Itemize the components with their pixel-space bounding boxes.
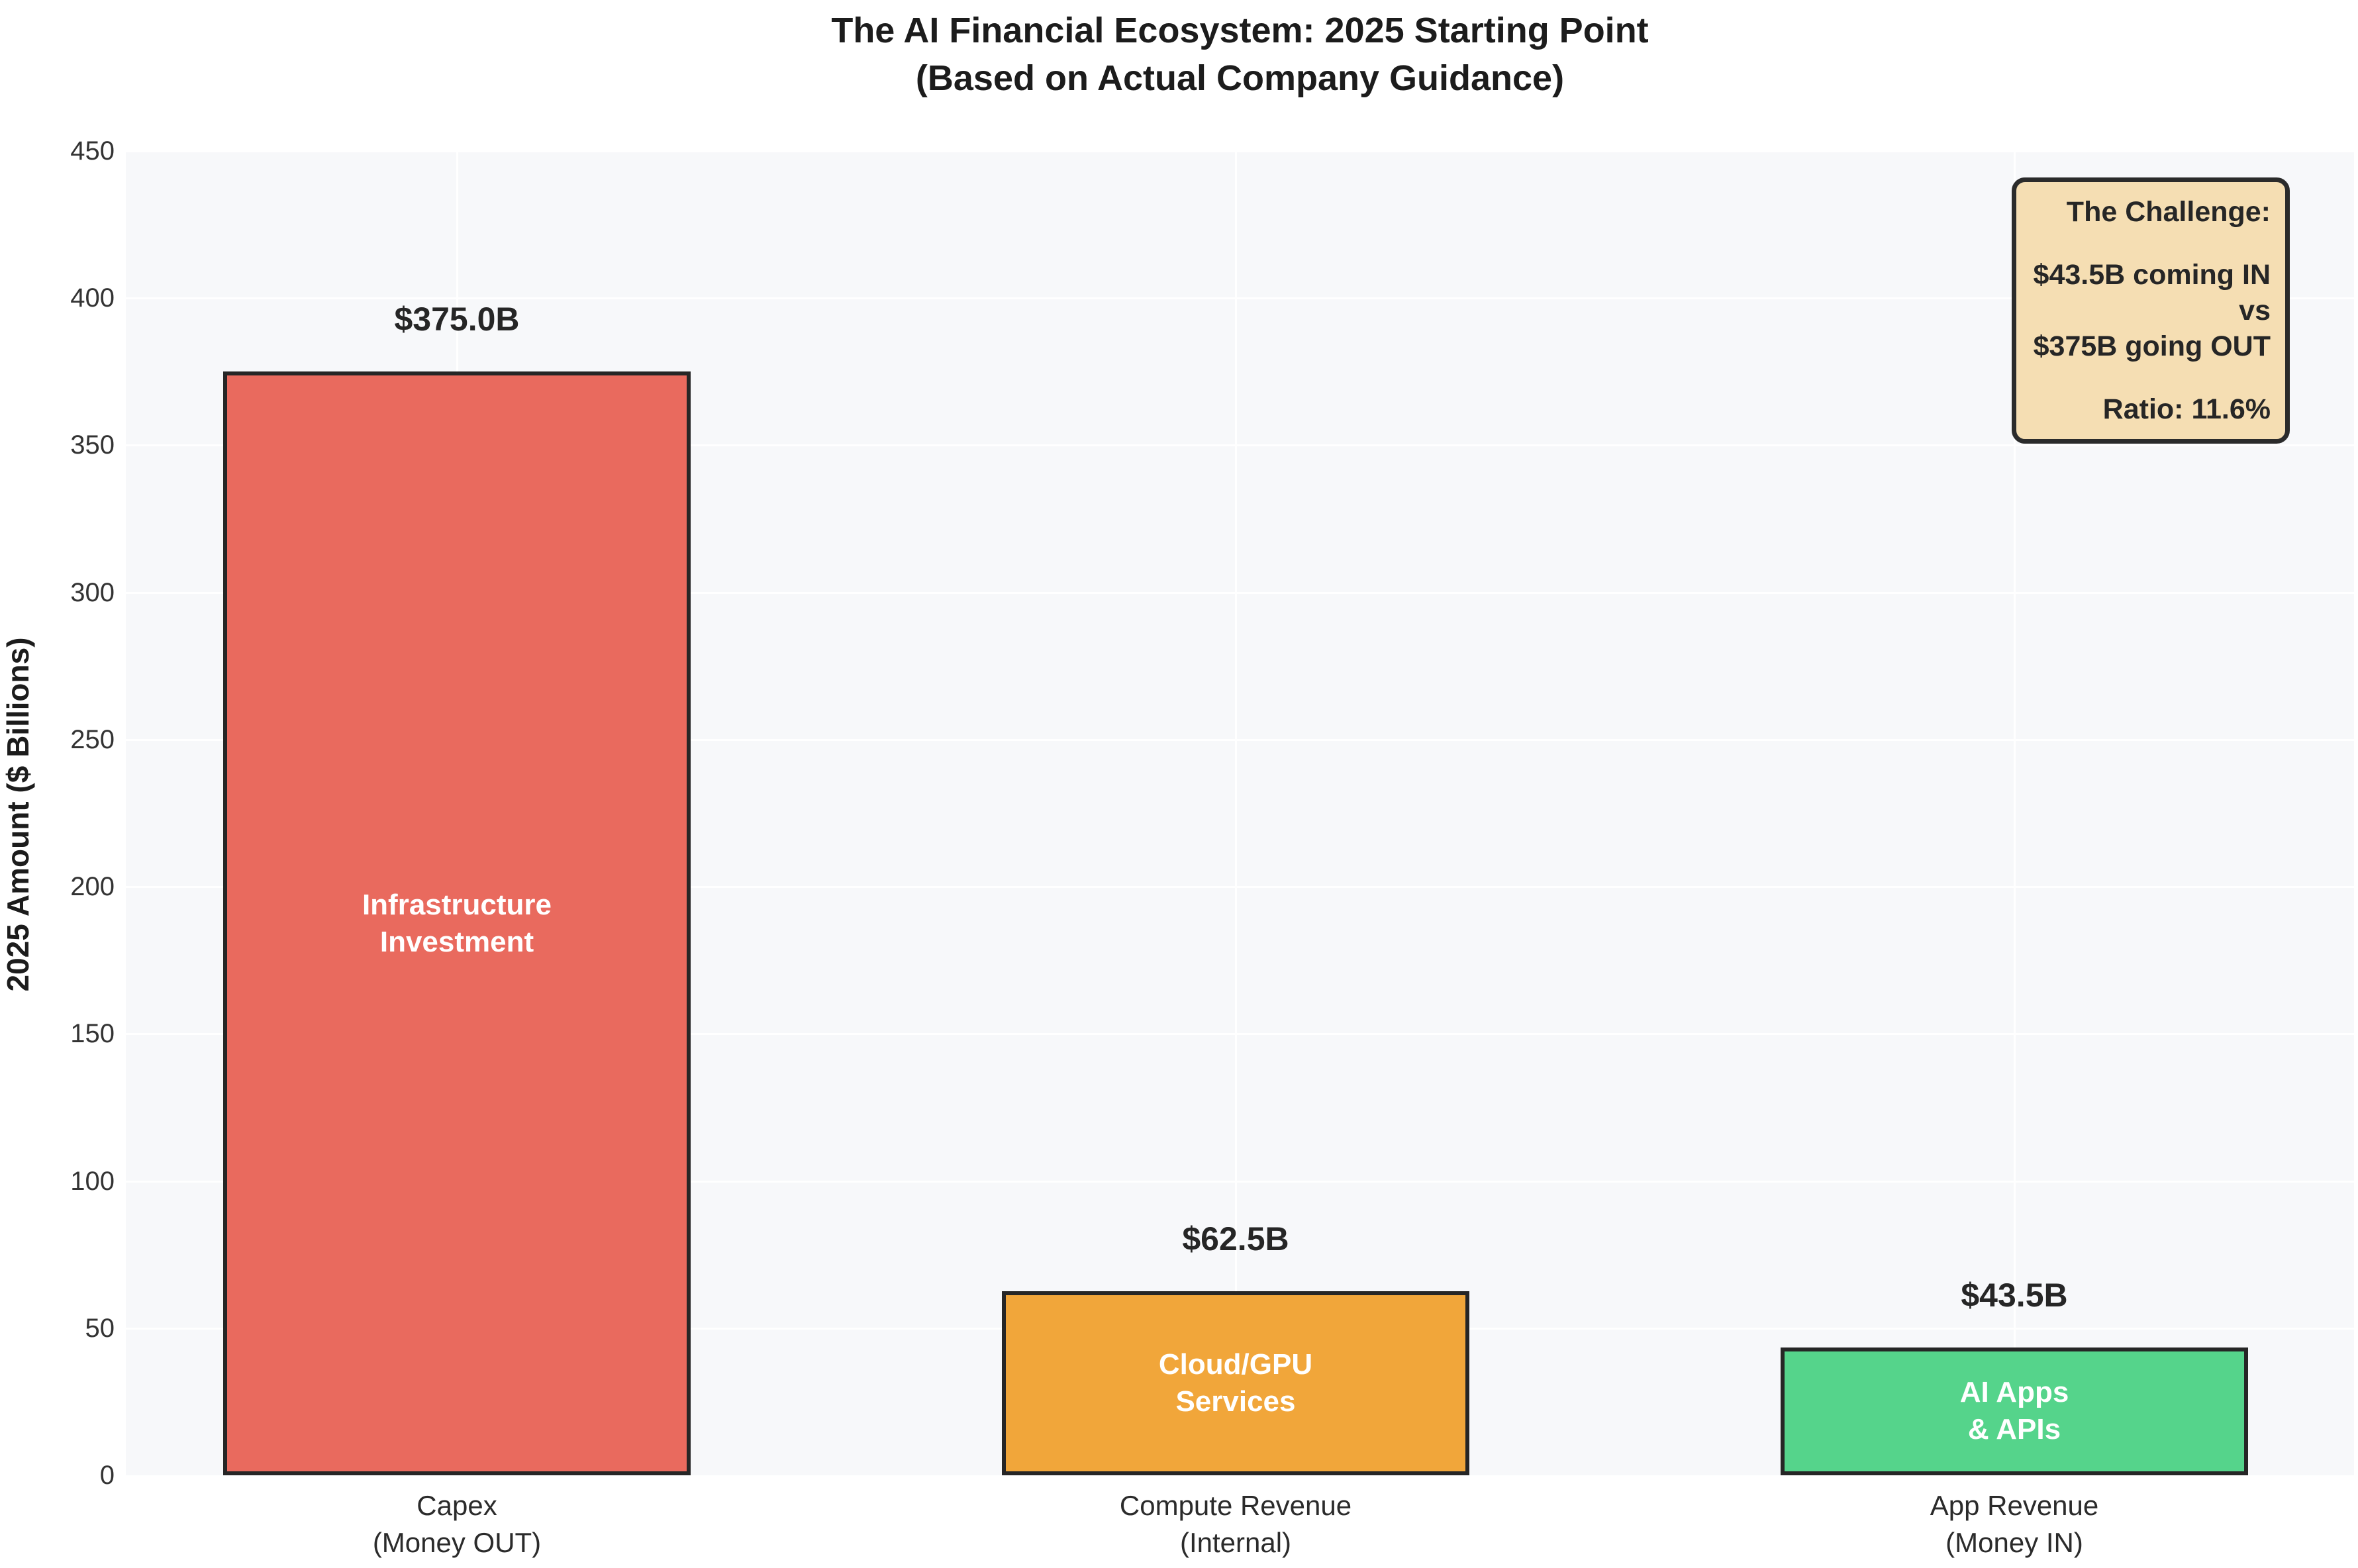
annotation-ratio: Ratio: 11.6% — [2102, 393, 2271, 425]
annotation-heading: The Challenge: — [2066, 196, 2271, 228]
bar-1: Infrastructure Investment — [223, 371, 691, 1475]
x-tick-label-line: (Money IN) — [1945, 1527, 2083, 1558]
bar-inner-label: Infrastructure Investment — [362, 887, 552, 961]
y-tick-label: 200 — [70, 872, 115, 902]
annotation-line-in: $43.5B coming IN — [2033, 259, 2271, 291]
gridline-horizontal — [126, 591, 2354, 594]
bar-value-label: $43.5B — [1961, 1276, 2068, 1314]
gridline-horizontal — [126, 1033, 2354, 1036]
bar-inner-label-line: AI Apps — [1959, 1376, 2069, 1409]
gridline-horizontal — [126, 886, 2354, 889]
y-tick-label: 300 — [70, 577, 115, 607]
y-tick-label: 450 — [70, 136, 115, 166]
bar-inner-label: AI Apps & APIs — [1960, 1374, 2069, 1448]
x-tick-label-line: Compute Revenue — [1119, 1490, 1352, 1521]
x-tick-label-line: Capex — [417, 1490, 497, 1521]
y-tick-label: 350 — [70, 430, 115, 460]
gridline-horizontal — [126, 738, 2354, 741]
bar-inner-label-line: Investment — [379, 925, 534, 958]
bar-3: AI Apps & APIs — [1781, 1347, 2248, 1475]
y-tick-label: 50 — [85, 1313, 115, 1343]
x-tick-label: Capex (Money OUT) — [225, 1487, 689, 1561]
bar-inner-label-line: Infrastructure — [362, 888, 552, 921]
gridline-horizontal — [126, 297, 2354, 300]
challenge-annotation: The Challenge: $43.5B coming IN vs $375B… — [2012, 177, 2290, 444]
y-tick-label: 150 — [70, 1019, 115, 1049]
gridline-horizontal — [126, 150, 2354, 152]
bar-inner-label-line: & APIs — [1967, 1413, 2061, 1446]
bar-inner-label-line: Cloud/GPU — [1158, 1348, 1313, 1381]
annotation-line-out: $375B going OUT — [2033, 330, 2271, 362]
y-axis-label: 2025 Amount ($ Billions) — [1, 637, 35, 992]
chart-title-line2: (Based on Actual Company Guidance) — [915, 58, 1565, 98]
y-tick-label: 0 — [99, 1461, 115, 1490]
x-tick-label-line: (Internal) — [1179, 1527, 1292, 1558]
y-tick-label: 250 — [70, 724, 115, 754]
chart-title: The AI Financial Ecosystem: 2025 Startin… — [126, 7, 2354, 102]
bar-value-label: $62.5B — [1182, 1220, 1289, 1258]
bar-inner-label-line: Services — [1175, 1385, 1296, 1418]
gridline-vertical — [2014, 151, 2016, 1475]
plot-area: Infrastructure Investment Cloud/GPU Service… — [126, 150, 2354, 1475]
y-tick-label: 400 — [70, 283, 115, 313]
bar-inner-label: Cloud/GPU Services — [1159, 1346, 1312, 1420]
gridline-vertical — [1235, 151, 1237, 1475]
bar-value-label: $375.0B — [394, 301, 520, 338]
annotation-line-vs: vs — [2239, 295, 2271, 326]
gridline-horizontal — [126, 444, 2354, 447]
chart-title-line1: The AI Financial Ecosystem: 2025 Startin… — [831, 11, 1649, 50]
x-tick-label: App Revenue (Money IN) — [1783, 1487, 2246, 1561]
gridline-horizontal — [126, 1180, 2354, 1183]
x-tick-label-line: App Revenue — [1930, 1490, 2099, 1521]
bar-2: Cloud/GPU Services — [1002, 1291, 1469, 1475]
x-tick-label: Compute Revenue (Internal) — [1004, 1487, 1467, 1561]
y-tick-label: 100 — [70, 1166, 115, 1196]
x-tick-label-line: (Money OUT) — [372, 1527, 542, 1558]
annotation-body: $43.5B coming IN vs $375B going OUT — [2031, 257, 2271, 364]
